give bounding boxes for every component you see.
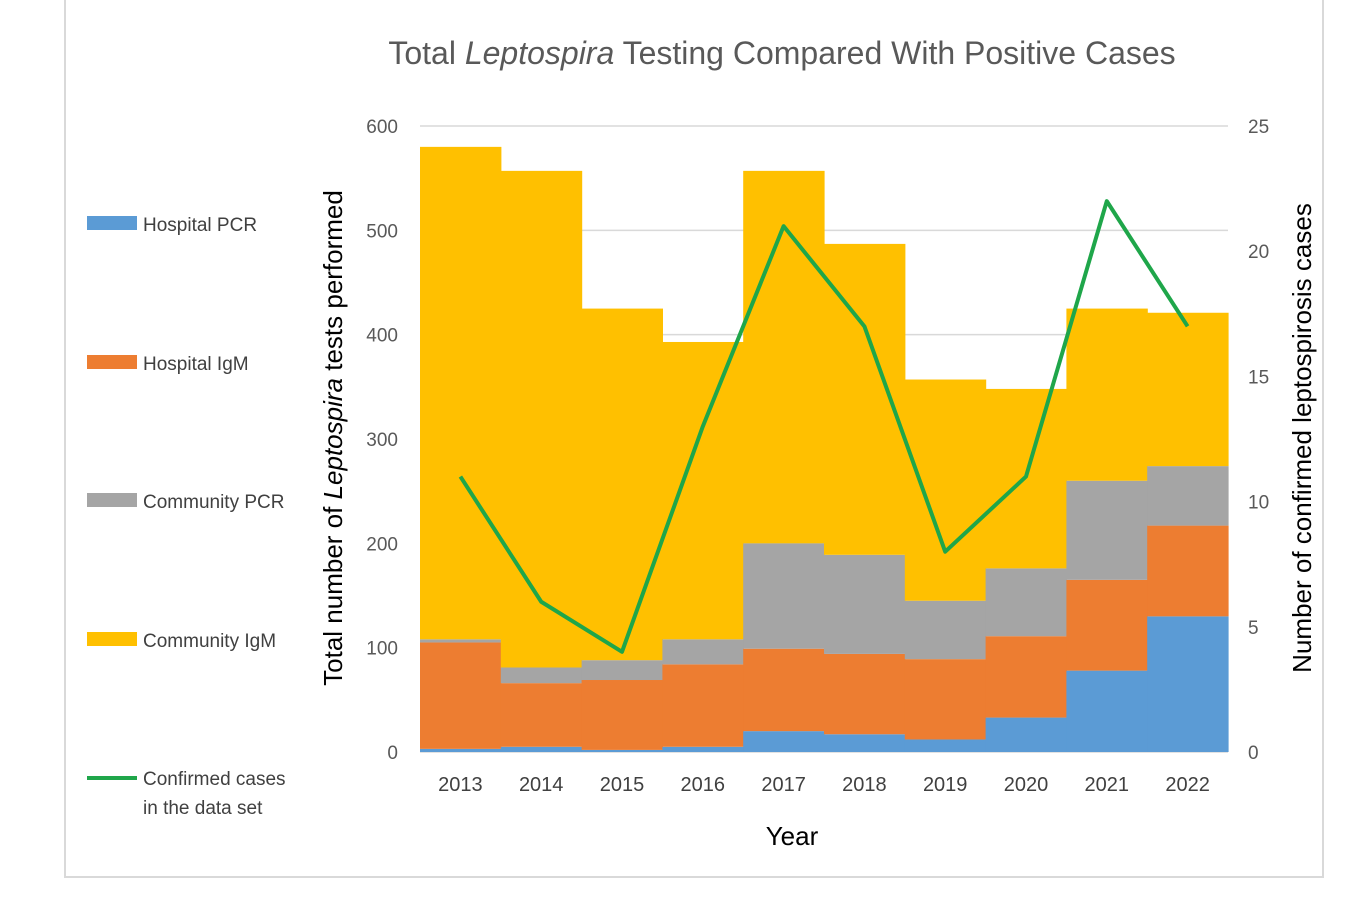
legend-item: Community IgM xyxy=(87,631,276,652)
y2-axis-title: Number of confirmed leptospirosis cases xyxy=(1287,203,1317,673)
bar-hospital-igm-2020 xyxy=(985,636,1067,718)
bar-community-pcr-2021 xyxy=(1066,480,1148,580)
bar-community-pcr-2022 xyxy=(1147,466,1229,526)
cases-line-layer xyxy=(458,199,1190,654)
x-tick-label: 2013 xyxy=(438,774,483,796)
bar-hospital-igm-2015 xyxy=(581,680,663,750)
legend-label: Community IgM xyxy=(143,631,276,652)
bar-hospital-igm-2013 xyxy=(420,642,502,749)
x-tick-label: 2014 xyxy=(519,774,564,796)
bar-community-igm-2019 xyxy=(904,379,987,601)
left-axis-ticks: 0 100 200 300 400 500 600 xyxy=(366,117,398,764)
legend-label: Community PCR xyxy=(143,492,284,513)
chart-title-part-2: Testing Compared With Positive Cases xyxy=(614,35,1175,71)
y-tick-label: 200 xyxy=(366,534,398,555)
legend-item: Hospital IgM xyxy=(87,354,249,375)
y2-tick-label: 20 xyxy=(1248,242,1269,263)
bar-hospital-pcr-2017 xyxy=(743,731,825,752)
legend-item: Community PCR xyxy=(87,492,284,513)
bar-community-pcr-2015 xyxy=(581,660,663,681)
bar-community-igm-2014 xyxy=(500,170,583,668)
y-tick-label: 500 xyxy=(366,221,398,242)
x-tick-label: 2016 xyxy=(681,774,726,796)
bar-community-pcr-2016 xyxy=(662,639,744,665)
bars xyxy=(420,146,1229,752)
bar-hospital-pcr-2021 xyxy=(1066,670,1148,752)
chart-title: Total Leptospira Testing Compared With P… xyxy=(388,35,1175,71)
bar-community-igm-2016 xyxy=(662,341,744,640)
legend-label: Hospital PCR xyxy=(143,215,257,236)
bar-hospital-pcr-2019 xyxy=(904,739,987,752)
x-tick-label: 2019 xyxy=(923,774,968,796)
bar-community-pcr-2020 xyxy=(985,568,1067,637)
bar-hospital-pcr-2018 xyxy=(824,734,906,752)
y2-tick-label: 0 xyxy=(1248,743,1259,764)
bar-hospital-pcr-2013 xyxy=(420,748,502,752)
right-axis-ticks: 0 5 10 15 20 25 xyxy=(1248,117,1269,764)
bar-hospital-pcr-2022 xyxy=(1147,616,1229,752)
bar-community-pcr-2017 xyxy=(743,543,825,649)
cases-line xyxy=(458,199,1190,654)
legend-label: Hospital IgM xyxy=(143,354,249,375)
bar-hospital-igm-2021 xyxy=(1066,579,1148,671)
bar-hospital-igm-2017 xyxy=(743,648,825,732)
bar-community-igm-2022 xyxy=(1147,312,1229,467)
legend-label-line: Confirmed cases xyxy=(143,769,286,790)
bar-hospital-igm-2019 xyxy=(904,659,987,740)
legend: Hospital PCR Hospital IgM Community PCR Com… xyxy=(87,215,286,819)
y-axis-title-part-2: tests performed xyxy=(318,190,348,378)
y-tick-label: 100 xyxy=(366,639,398,660)
bar-community-igm-2013 xyxy=(420,146,502,640)
x-tick-label: 2018 xyxy=(842,774,887,796)
x-axis-title: Year xyxy=(766,821,819,851)
bar-hospital-pcr-2016 xyxy=(662,746,744,752)
y-tick-label: 0 xyxy=(387,743,398,764)
y-axis-title: Total number of Leptospira tests perform… xyxy=(318,190,348,686)
bar-community-igm-2017 xyxy=(743,170,825,544)
x-tick-label: 2021 xyxy=(1085,774,1130,796)
legend-item: Confirmed cases in the data set xyxy=(87,769,286,819)
bar-community-igm-2015 xyxy=(581,308,663,661)
legend-item: Hospital PCR xyxy=(87,215,257,236)
x-axis-ticks: 2013 2014 2015 2016 2017 2018 2019 2020 2021 2022 xyxy=(438,774,1210,796)
bar-community-pcr-2018 xyxy=(824,554,906,654)
bar-community-pcr-2019 xyxy=(904,600,987,660)
y2-tick-label: 15 xyxy=(1248,367,1269,388)
bar-hospital-igm-2018 xyxy=(824,653,906,735)
y2-tick-label: 10 xyxy=(1248,493,1269,514)
x-tick-label: 2015 xyxy=(600,774,645,796)
y2-tick-label: 5 xyxy=(1248,618,1259,639)
bar-community-pcr-2013 xyxy=(420,639,502,643)
y-tick-label: 300 xyxy=(366,430,398,451)
bar-community-igm-2021 xyxy=(1066,308,1148,481)
legend-label: Confirmed cases in the data set xyxy=(143,769,286,819)
legend-label-line: in the data set xyxy=(143,798,263,819)
x-tick-label: 2017 xyxy=(761,774,806,796)
y-axis-title-part-0: Total number of xyxy=(318,499,348,685)
bar-hospital-igm-2014 xyxy=(500,683,583,747)
y-tick-label: 400 xyxy=(366,326,398,347)
bar-hospital-igm-2022 xyxy=(1147,525,1229,617)
y-tick-label: 600 xyxy=(366,117,398,138)
y2-tick-label: 25 xyxy=(1248,117,1269,138)
bar-hospital-pcr-2014 xyxy=(500,746,583,752)
y-axis-title-part-1: Leptospira xyxy=(318,378,348,499)
x-tick-label: 2020 xyxy=(1004,774,1049,796)
bar-hospital-igm-2016 xyxy=(662,664,744,747)
bar-hospital-pcr-2020 xyxy=(985,717,1067,752)
chart-title-part-1: Leptospira xyxy=(465,35,614,71)
legend-swatch xyxy=(87,355,137,369)
legend-swatch xyxy=(87,493,137,507)
x-tick-label: 2022 xyxy=(1165,774,1210,796)
bar-community-pcr-2014 xyxy=(500,667,583,684)
bar-hospital-pcr-2015 xyxy=(581,749,663,752)
legend-swatch xyxy=(87,632,137,646)
chart-title-part-0: Total xyxy=(388,35,464,71)
legend-swatch xyxy=(87,216,137,230)
